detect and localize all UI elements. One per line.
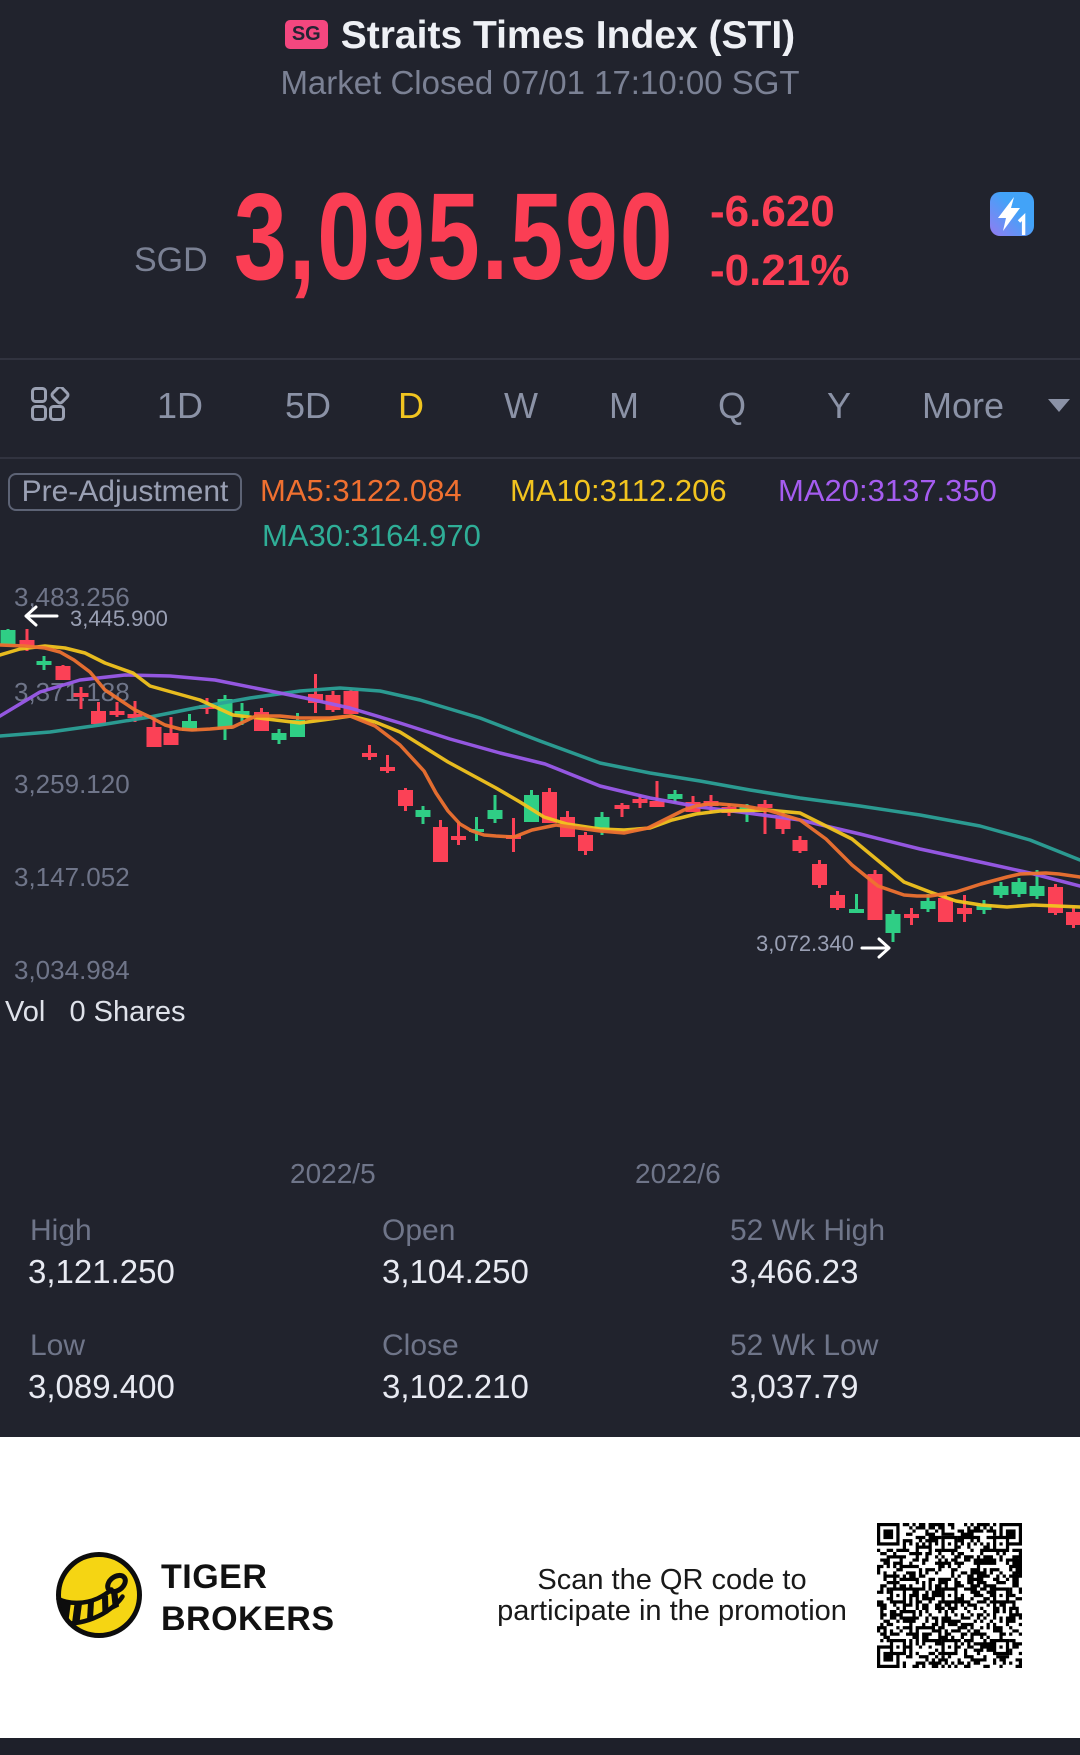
svg-text:3,034.984: 3,034.984 bbox=[14, 955, 130, 985]
svg-text:3,445.900: 3,445.900 bbox=[70, 606, 168, 631]
svg-text:3,483.256: 3,483.256 bbox=[14, 582, 130, 612]
svg-text:3,147.052: 3,147.052 bbox=[14, 862, 130, 892]
svg-text:3,259.120: 3,259.120 bbox=[14, 769, 130, 799]
svg-text:3,072.340: 3,072.340 bbox=[756, 931, 854, 956]
